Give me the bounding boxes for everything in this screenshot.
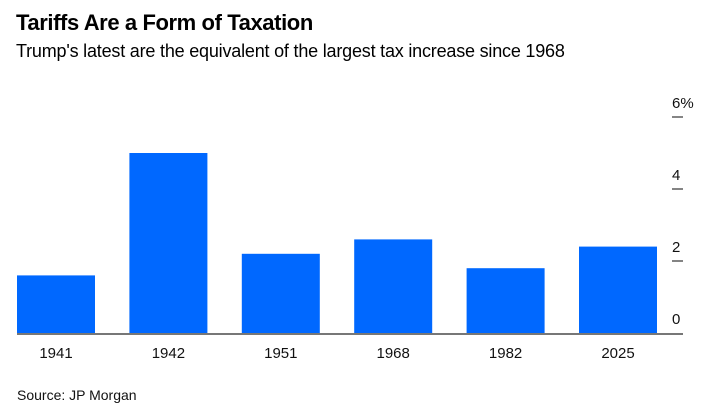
x-tick-label-1982: 1982: [489, 345, 522, 362]
chart-subtitle: Trump's latest are the equivalent of the…: [16, 41, 565, 61]
x-tick-label-1968: 1968: [377, 345, 410, 362]
bar-2025: [579, 246, 657, 333]
source-note: Source: JP Morgan: [17, 387, 137, 403]
bar-1968: [354, 239, 433, 333]
bar-1982: [466, 268, 545, 333]
y-tick-label-0: 0: [672, 311, 680, 328]
y-axis: 0 2 4 6%: [672, 95, 694, 328]
bar-1951: [241, 253, 320, 333]
x-tick-label-1951: 1951: [264, 345, 297, 362]
y-tick-label-2: 2: [672, 239, 680, 256]
y-tick-label-6: 6%: [672, 95, 694, 112]
x-tick-label-2025: 2025: [601, 345, 634, 362]
x-axis: 1941 1942 1951 1968 1982 2025: [39, 345, 634, 362]
bar-1941: [17, 275, 95, 333]
x-tick-label-1942: 1942: [152, 345, 185, 362]
bars-group: [17, 153, 657, 333]
x-tick-label-1941: 1941: [39, 345, 72, 362]
bar-1942: [129, 153, 208, 333]
chart-title: Tariffs Are a Form of Taxation: [16, 10, 313, 35]
y-tick-label-4: 4: [672, 167, 680, 184]
